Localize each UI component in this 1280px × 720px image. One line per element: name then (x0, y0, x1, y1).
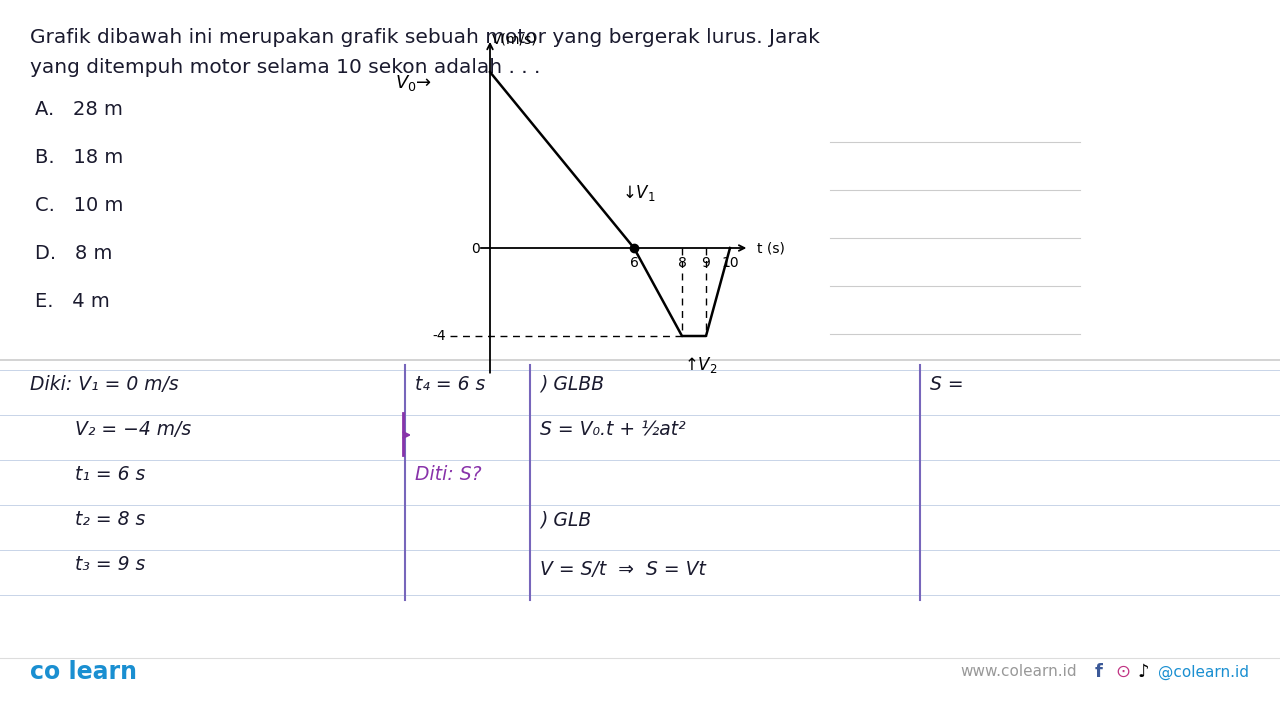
Text: yang ditempuh motor selama 10 sekon adalah . . .: yang ditempuh motor selama 10 sekon adal… (29, 58, 540, 77)
Text: ♪: ♪ (1137, 663, 1148, 681)
Text: V = S/t  ⇒  S = Vt: V = S/t ⇒ S = Vt (540, 560, 705, 579)
Text: V₂ = −4 m/s: V₂ = −4 m/s (76, 420, 191, 439)
Text: 10: 10 (721, 256, 739, 270)
Text: S = V₀.t + ½at²: S = V₀.t + ½at² (540, 420, 686, 439)
Text: D.   8 m: D. 8 m (35, 244, 113, 263)
Text: V(m/s): V(m/s) (492, 32, 538, 46)
Text: www.colearn.id: www.colearn.id (960, 665, 1076, 680)
Text: -4: -4 (433, 329, 445, 343)
Text: Diki: V₁ = 0 m/s: Diki: V₁ = 0 m/s (29, 375, 179, 394)
Text: ) GLB: ) GLB (540, 510, 591, 529)
Text: 8: 8 (677, 256, 686, 270)
Text: t (s): t (s) (758, 241, 785, 255)
Text: t₃ = 9 s: t₃ = 9 s (76, 555, 145, 574)
Text: 6: 6 (630, 256, 639, 270)
Text: t₂ = 8 s: t₂ = 8 s (76, 510, 145, 529)
Text: Grafik dibawah ini merupakan grafik sebuah motor yang bergerak lurus. Jarak: Grafik dibawah ini merupakan grafik sebu… (29, 28, 820, 47)
Text: t₄ = 6 s: t₄ = 6 s (415, 375, 485, 394)
Text: 0: 0 (471, 242, 480, 256)
Text: ⊙: ⊙ (1115, 663, 1130, 681)
Text: @colearn.id: @colearn.id (1158, 665, 1249, 680)
Text: A.   28 m: A. 28 m (35, 100, 123, 119)
Text: ↑$V_2$: ↑$V_2$ (685, 355, 718, 374)
Text: S =: S = (931, 375, 964, 394)
Text: E.   4 m: E. 4 m (35, 292, 110, 311)
Text: co learn: co learn (29, 660, 137, 684)
Text: $V_0$→: $V_0$→ (396, 73, 433, 93)
Text: t₁ = 6 s: t₁ = 6 s (76, 465, 145, 484)
Text: f: f (1094, 663, 1103, 681)
Text: B.   18 m: B. 18 m (35, 148, 123, 167)
Text: 9: 9 (701, 256, 710, 270)
Text: ↓$V_1$: ↓$V_1$ (622, 183, 655, 203)
Text: Diti: S?: Diti: S? (415, 465, 481, 484)
Text: ) GLBB: ) GLBB (540, 375, 604, 394)
Text: C.   10 m: C. 10 m (35, 196, 123, 215)
